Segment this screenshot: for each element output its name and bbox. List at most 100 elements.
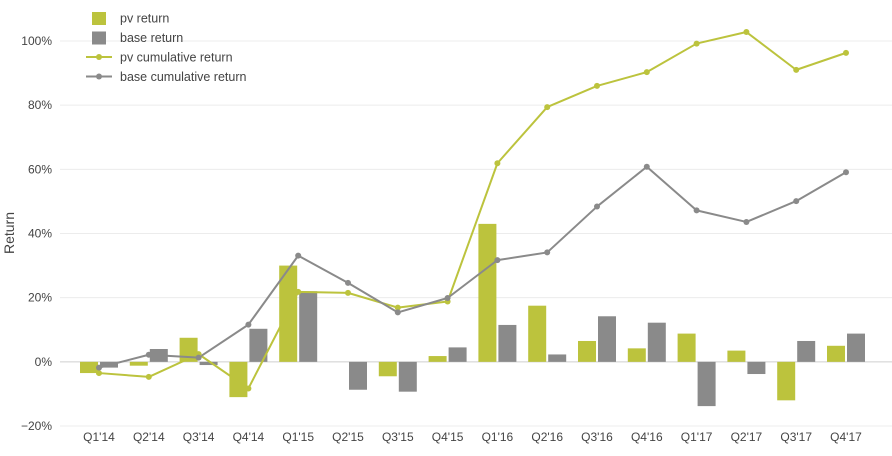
x-tick-label: Q1'14 [83,430,115,444]
pv-cumulative-point[interactable] [843,49,849,56]
base-cumulative-point[interactable] [494,257,501,264]
base-return-bar[interactable] [249,328,268,362]
y-tick-label: 40% [28,227,52,241]
pv-cumulative-return-legend-label[interactable]: pv cumulative return [120,51,233,65]
base-cumulative-point[interactable] [594,203,600,210]
pv-return-bar[interactable] [777,361,796,401]
y-tick-label: 60% [28,162,52,176]
pv-cumulative-point[interactable] [345,289,351,296]
pv-return-bar[interactable] [727,350,746,362]
base-cumulative-point[interactable] [743,218,750,225]
pv-cumulative-point[interactable] [96,370,102,377]
y-axis-title: Return [1,212,17,254]
base-return-bar[interactable] [747,361,766,375]
pv-return-bar[interactable] [627,348,646,362]
x-axis: Q1'14 Q2'14 Q3'14 Q4'14 Q1'15 Q2'15 Q3'15 Q4'15… [83,430,862,444]
base-return-bar[interactable] [697,361,716,407]
base-return-bar[interactable] [598,316,616,362]
base-return-legend-swatch [92,31,106,45]
pv-return-bar[interactable] [528,305,547,362]
y-tick-label: 20% [28,291,52,305]
pv-cumulative-point[interactable] [295,288,302,295]
x-tick-label: Q1'17 [681,430,713,444]
base-cumulative-point[interactable] [444,294,451,301]
base-return-bar[interactable] [349,361,367,390]
legend[interactable]: pv return base return pv cumulative return… [86,12,247,85]
pv-cumulative-point[interactable] [793,66,800,73]
base-cumulative-point[interactable] [295,252,302,259]
pv-return-bar[interactable] [279,265,298,362]
y-tick-label: 80% [28,98,52,112]
base-cumulative-point[interactable] [693,207,700,214]
grid-layer [60,40,892,427]
base-cumulative-point[interactable] [345,279,351,286]
x-tick-label: Q1'15 [282,430,314,444]
pv-cumulative-point[interactable] [494,160,501,167]
base-return-bar[interactable] [398,361,417,392]
x-tick-label: Q4'15 [432,430,464,444]
base-cumulative-point[interactable] [96,364,102,371]
base-cumulative-point[interactable] [793,198,800,205]
pv-return-bar[interactable] [827,345,845,362]
pv-cumulative-point[interactable] [394,304,401,311]
base-cumulative-return-legend-marker [96,73,102,80]
pv-return-bar[interactable] [229,361,248,398]
x-tick-label: Q4'16 [631,430,663,444]
pv-return-bar[interactable] [378,361,397,377]
pv-return-bar[interactable] [478,223,497,362]
base-cumulative-return-legend-label[interactable]: base cumulative return [120,70,247,84]
pv-cumulative-point[interactable] [693,40,700,47]
pv-cumulative-point[interactable] [594,82,600,89]
x-tick-label: Q2'17 [731,430,763,444]
base-cumulative-point[interactable] [195,354,202,361]
x-tick-label: Q3'14 [183,430,215,444]
base-return-bar[interactable] [498,324,517,362]
y-tick-label: 100% [21,34,52,48]
base-return-bar[interactable] [448,347,467,362]
pv-cumulative-point[interactable] [544,104,551,111]
pv-return-bar[interactable] [80,361,98,374]
base-cumulative-point[interactable] [394,309,401,316]
points-layer [96,29,849,392]
base-return-bar[interactable] [847,333,865,362]
base-cumulative-point[interactable] [145,351,152,358]
x-tick-label: Q4'17 [830,430,862,444]
base-cumulative-point[interactable] [843,169,849,176]
base-cumulative-return-line[interactable] [98,165,847,369]
base-return-bar[interactable] [548,354,567,362]
x-tick-label: Q2'14 [133,430,165,444]
pv-cumulative-return-line[interactable] [98,31,847,390]
pv-cumulative-return-legend-marker [96,54,102,60]
x-tick-label: Q1'16 [482,430,514,444]
bars-layer [80,223,865,407]
x-tick-label: Q2'16 [531,430,563,444]
pv-cumulative-point[interactable] [643,69,650,76]
pv-return-legend-label[interactable]: pv return [120,12,169,26]
base-cumulative-point[interactable] [245,321,252,328]
pv-cumulative-point[interactable] [743,29,750,36]
y-axis: −20% 0% 20% 40% 60% 80% 100% [21,34,52,433]
pv-return-bar[interactable] [129,361,148,366]
base-cumulative-point[interactable] [544,249,551,256]
base-return-bar[interactable] [199,361,218,366]
pv-cumulative-point[interactable] [245,385,252,392]
x-tick-label: Q4'14 [233,430,265,444]
pv-return-legend-swatch [92,12,106,25]
pv-return-bar[interactable] [428,356,447,362]
y-tick-label: −20% [21,419,52,433]
x-tick-label: Q2'15 [332,430,364,444]
pv-return-bar[interactable] [677,333,696,362]
x-tick-label: Q3'15 [382,430,414,444]
pv-return-bar[interactable] [578,340,596,362]
lines-layer [98,31,847,390]
pv-cumulative-point[interactable] [145,373,152,380]
base-return-bar[interactable] [299,291,318,362]
x-tick-label: Q3'17 [780,430,812,444]
x-tick-label: Q3'16 [581,430,613,444]
y-tick-label: 0% [35,355,53,369]
base-return-legend-label[interactable]: base return [120,31,183,45]
base-return-bar[interactable] [647,322,666,362]
base-cumulative-point[interactable] [643,163,650,170]
base-return-bar[interactable] [797,340,816,362]
